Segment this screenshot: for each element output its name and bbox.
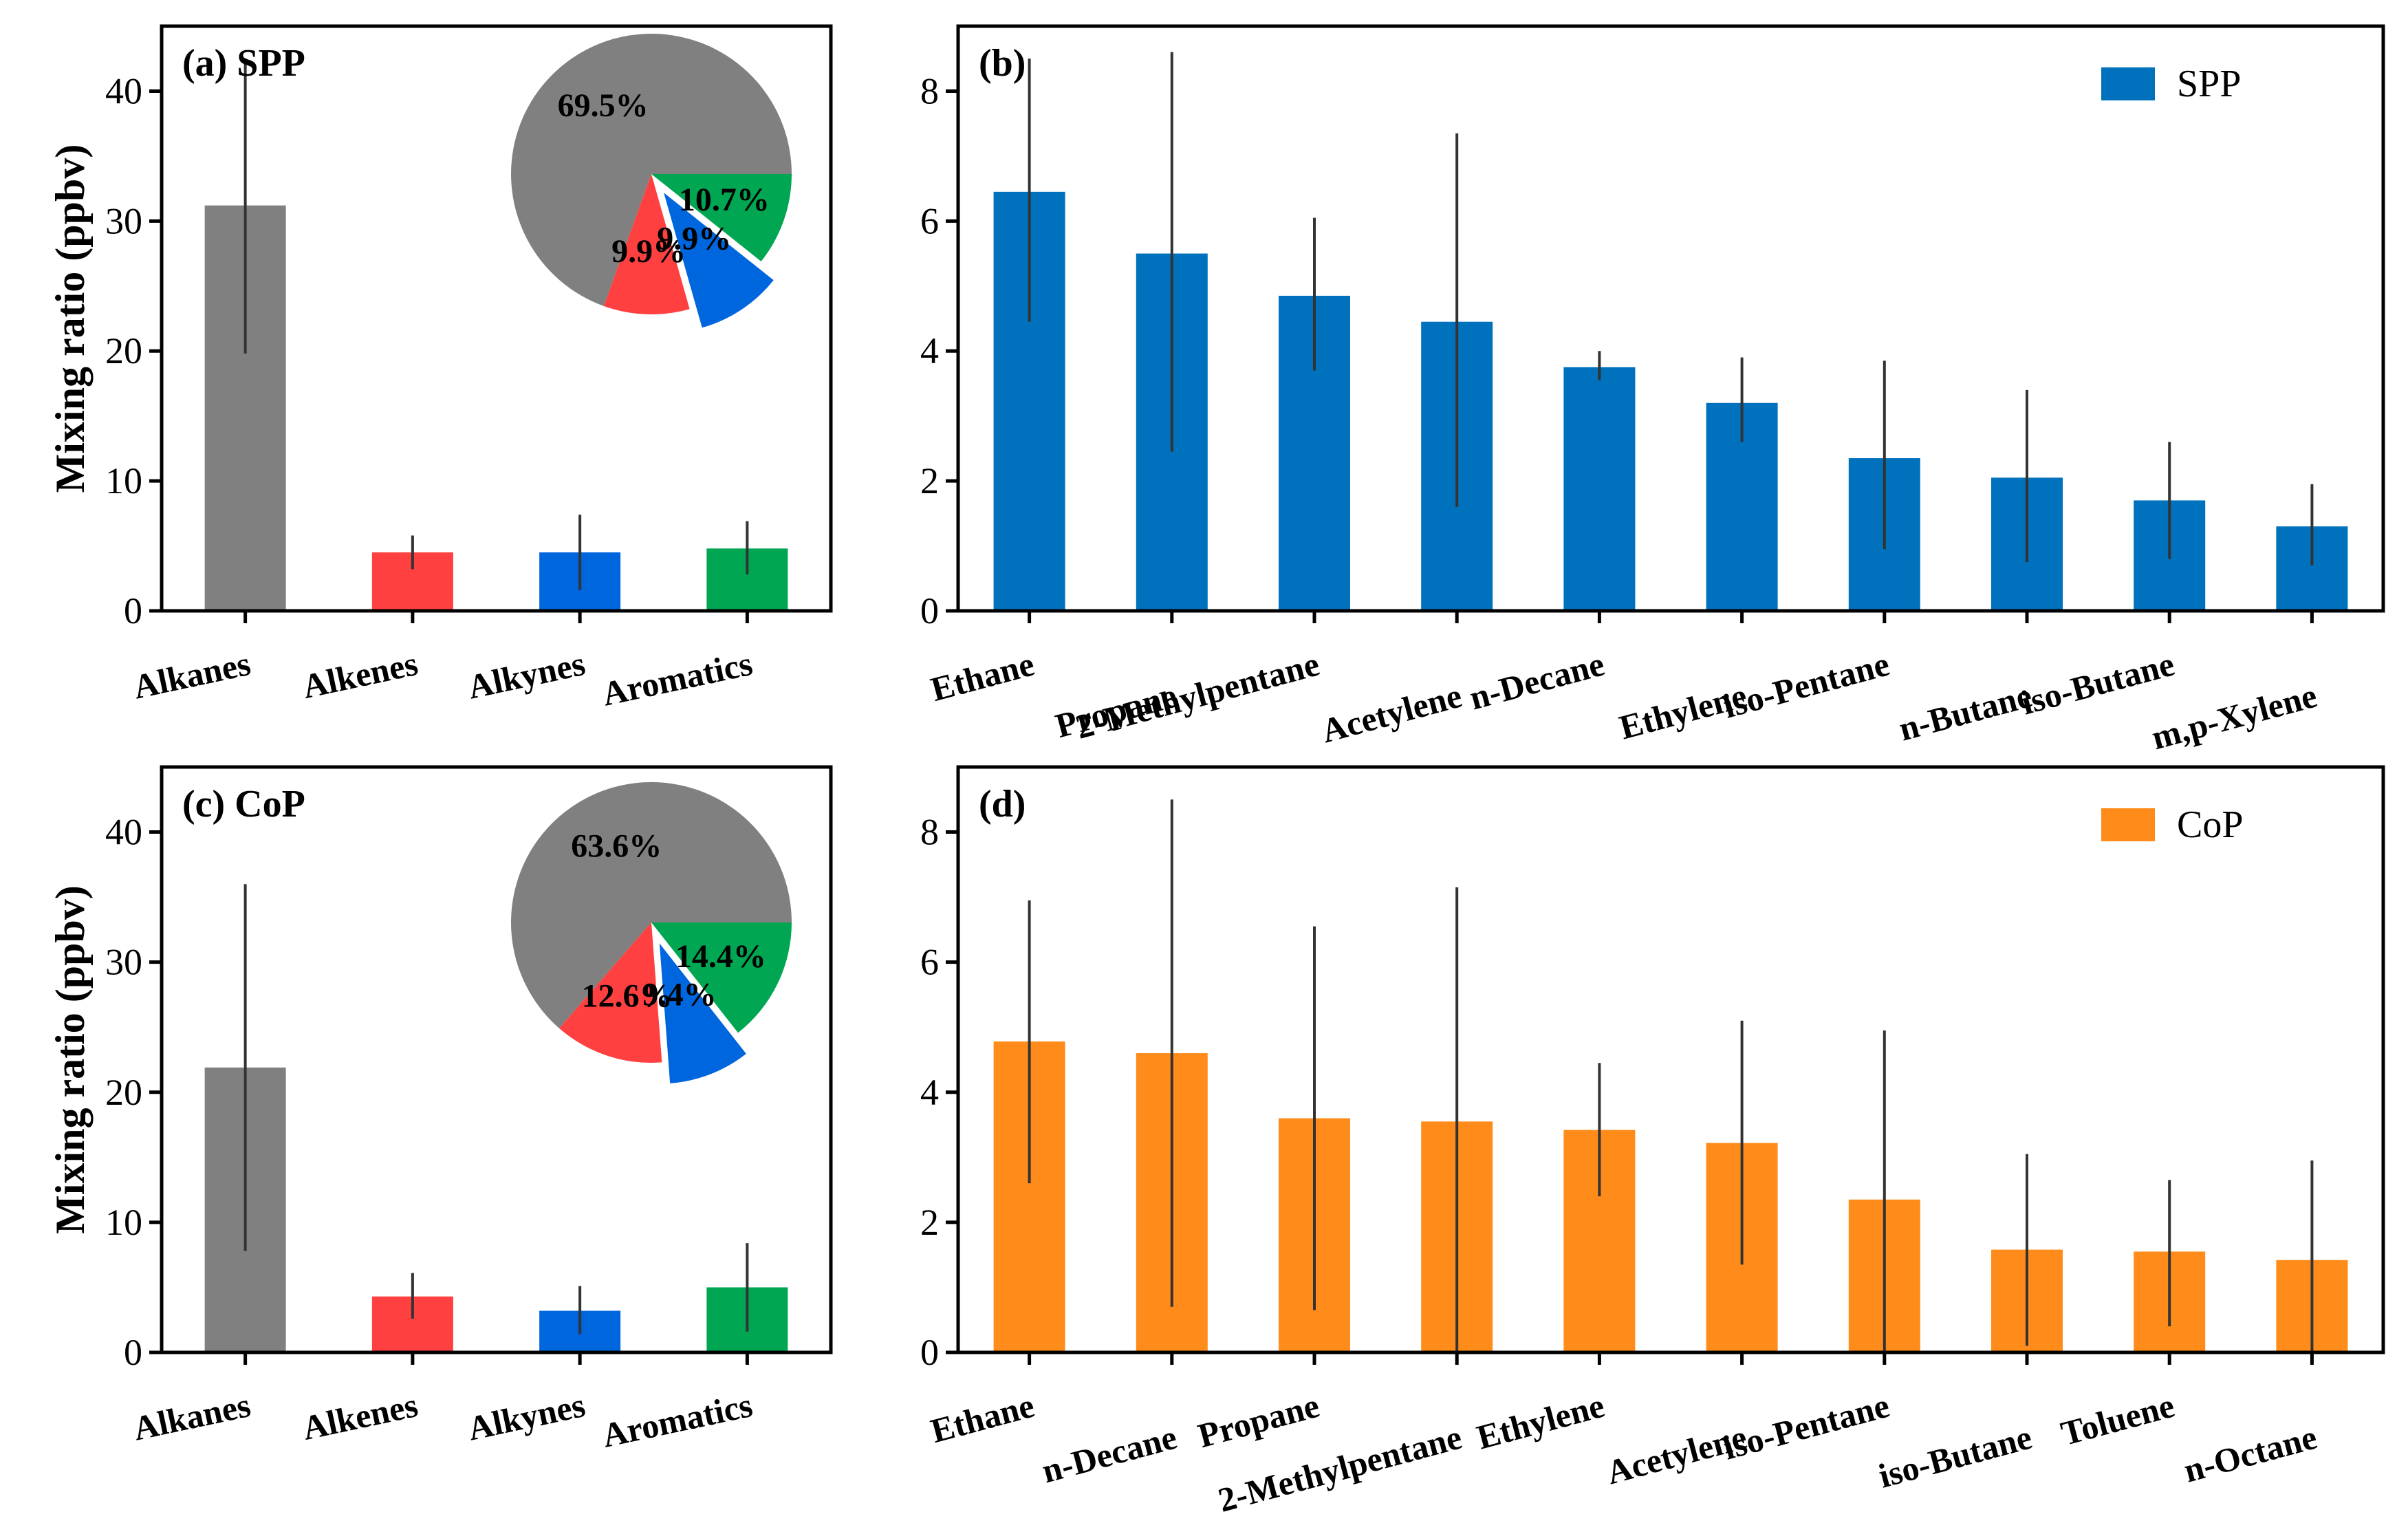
y-tick-label: 4 (920, 330, 939, 371)
pie-slice-alkanes (511, 782, 792, 1028)
y-tick-label: 6 (920, 200, 939, 241)
y-tick-label: 10 (105, 460, 142, 501)
legend-label: SPP (2177, 63, 2241, 105)
y-tick-label: 10 (105, 1202, 142, 1243)
axes-frame (160, 24, 833, 613)
y-tick-label: 40 (105, 70, 142, 111)
y-tick-label: 0 (920, 590, 939, 631)
pie-label-alkynes: 9.9% (657, 220, 731, 257)
x-tick-label-alkenes: Alkenes (299, 1385, 421, 1447)
pie-label-aromatics: 14.4% (675, 938, 766, 975)
y-tick-label: 30 (105, 200, 142, 241)
y-tick-label: 8 (920, 70, 939, 111)
x-tick-label-alkanes: Alkanes (130, 644, 254, 706)
y-tick-label: 2 (920, 1202, 939, 1243)
y-axis-label: Mixing ratio (ppbv) (47, 885, 93, 1234)
y-tick-label: 0 (124, 590, 142, 631)
pie-label-alkenes: 9.9% (611, 233, 686, 270)
panel-a: 0 10 20 30 40 Alkanes Alkenes Alkynes Aromatics (… (47, 24, 833, 713)
x-tick-label-aromatics: Aromatics (599, 1385, 756, 1455)
axes-frame (956, 765, 2385, 1354)
y-axis-label: Mixing ratio (ppbv) (47, 144, 93, 493)
x-tick-label-iso-pentane: iso-Pentane (1719, 645, 1893, 726)
y-tick-label: 4 (920, 1072, 939, 1113)
y-tick-label: 0 (920, 1332, 939, 1373)
x-tick-label-iso-pentane: iso-Pentane (1719, 1386, 1893, 1467)
pie-slice-alkenes (603, 174, 690, 315)
panel-title: (b) (979, 42, 1026, 85)
x-tick-label-ethylene: Ethylene (1473, 1386, 1608, 1457)
pie-slice-alkanes (510, 33, 792, 306)
pie-label-alkanes: 69.5% (558, 87, 649, 124)
y-tick-label: 8 (920, 812, 939, 853)
y-tick-label: 6 (920, 942, 939, 983)
pie-slice-alkynes (659, 943, 746, 1083)
x-tick-label-ethane: Ethane (926, 645, 1038, 709)
legend-label: CoP (2177, 803, 2244, 846)
pie-label-alkynes: 9.4% (642, 977, 717, 1013)
pie-label-aromatics: 10.7% (679, 182, 770, 218)
legend-swatch (2101, 67, 2155, 100)
x-tick-label-aromatics: Aromatics (599, 644, 756, 713)
panel-c: 0 10 20 30 40 Alkanes Alkenes Alkynes Aromatics (… (47, 765, 833, 1455)
axes-frame (160, 765, 833, 1354)
y-tick-label: 30 (105, 942, 142, 983)
y-tick-label: 40 (105, 812, 142, 853)
x-tick-label-alkynes: Alkynes (464, 1385, 588, 1448)
pie-label-alkenes: 12.6% (582, 977, 673, 1014)
panel-title: (a) SPP (182, 42, 305, 85)
axes-frame (956, 24, 2385, 613)
panel-title: (c) CoP (182, 783, 305, 825)
pie-slice-alkynes (664, 193, 774, 328)
x-tick-label-alkanes: Alkanes (130, 1385, 254, 1448)
pie-slice-alkenes (559, 922, 662, 1063)
pie-label-alkanes: 63.6% (571, 828, 662, 865)
x-tick-label-iso-butane: iso-Butane (2017, 645, 2179, 722)
x-tick-label-propane: Propane (1194, 1386, 1323, 1456)
panel-title: (d) (979, 783, 1026, 825)
pie-slice-aromatics (651, 174, 792, 262)
x-tick-label-ethane: Ethane (926, 1386, 1038, 1451)
pie-slice-aromatics (651, 922, 792, 1033)
x-tick-label-n-decane: n-Decane (1466, 645, 1609, 717)
x-tick-label-n-octane: n-Octane (2180, 1418, 2321, 1490)
y-tick-label: 0 (124, 1332, 142, 1373)
x-tick-label-acetylene: Acetylene (1317, 676, 1466, 750)
y-tick-label: 2 (920, 460, 939, 501)
x-tick-label-m-p-xylene: m,p-Xylene (2147, 676, 2321, 757)
legend-swatch (2101, 808, 2155, 841)
bar-n-decane (1563, 367, 1636, 611)
x-tick-label-n-butane: n-Butane (1895, 676, 2036, 748)
inset-pie: 69.5%9.9%9.9%10.7% (510, 33, 792, 328)
x-tick-label-alkenes: Alkenes (299, 644, 421, 706)
x-tick-label-n-decane: n-Decane (1038, 1418, 1181, 1491)
x-tick-label-iso-butane: iso-Butane (1874, 1418, 2036, 1495)
inset-pie: 63.6% 12.6%9.4%14.4% (511, 782, 792, 1083)
y-tick-label: 20 (105, 1072, 142, 1113)
x-tick-label-toluene: Toluene (2057, 1386, 2178, 1453)
y-tick-label: 20 (105, 330, 142, 371)
x-tick-label-alkynes: Alkynes (464, 644, 588, 706)
